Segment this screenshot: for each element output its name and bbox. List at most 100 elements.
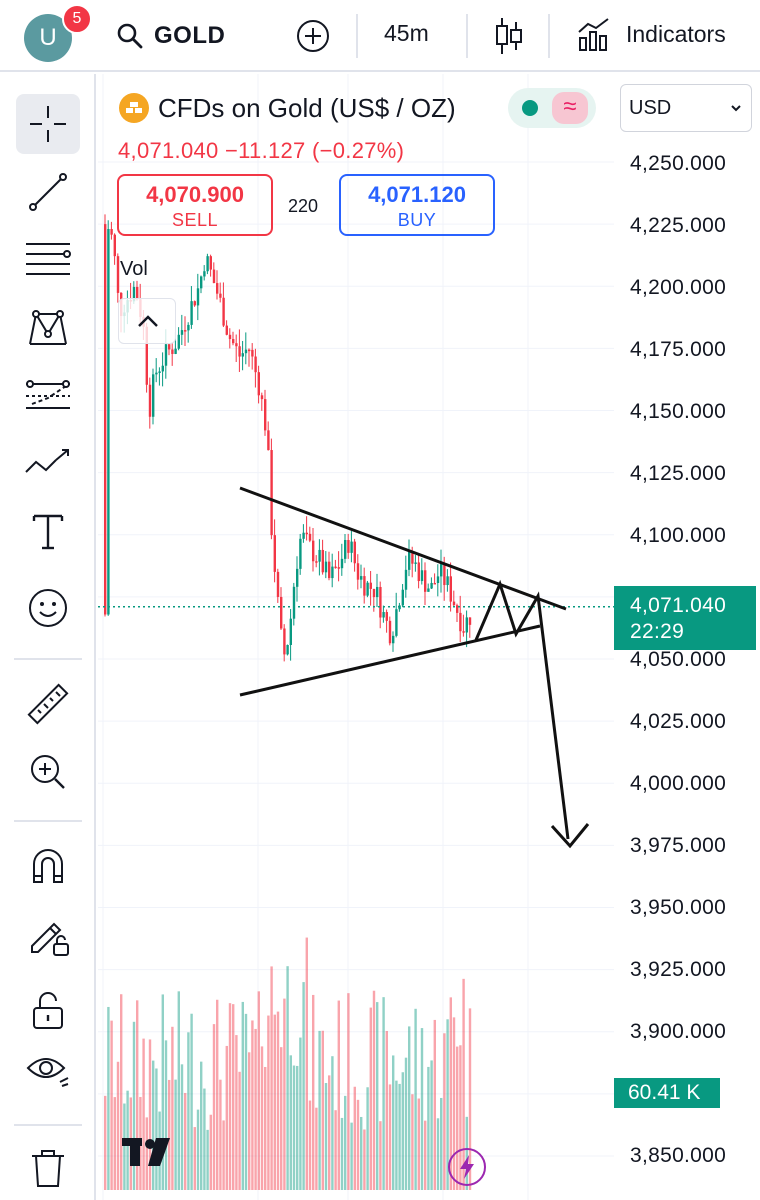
indicators-label: Indicators [626, 20, 726, 47]
candle-body [305, 532, 308, 535]
candle-body [417, 562, 420, 582]
emoji-tool[interactable] [16, 578, 80, 638]
prediction-tool[interactable] [16, 366, 80, 426]
pattern-tool[interactable] [16, 298, 80, 358]
forecast-tool[interactable] [16, 434, 80, 494]
candle-body [267, 430, 270, 451]
volume-bar [312, 994, 315, 1190]
candle-body [152, 374, 155, 417]
sell-button[interactable]: 4,070.900 SELL [117, 174, 273, 236]
magnet-tool[interactable] [16, 836, 80, 896]
volume-bar [427, 1066, 430, 1190]
search-icon [117, 23, 143, 49]
chart-area[interactable]: CFDs on Gold (US$ / OZ) ≈ 4,071.040 −11.… [98, 74, 760, 1200]
candle-body [190, 301, 193, 325]
remove-drawings-tool[interactable] [16, 1138, 80, 1198]
volume-legend[interactable]: Vol [120, 258, 148, 280]
volume-bar [152, 1060, 155, 1190]
volume-bar [260, 1046, 264, 1190]
candle-body [459, 612, 462, 632]
projection-path [474, 579, 570, 840]
volume-bar [347, 993, 350, 1190]
volume-bar [443, 1033, 446, 1190]
series-legend[interactable]: CFDs on Gold (US$ / OZ) [118, 92, 456, 124]
indicators-icon [578, 18, 609, 51]
volume-bar [385, 1030, 388, 1190]
crosshair-tool[interactable] [16, 94, 80, 154]
volume-bar [360, 1116, 363, 1190]
quick-actions-button[interactable] [448, 1148, 486, 1186]
volume-bar [340, 1117, 344, 1190]
magnet-icon [33, 849, 63, 883]
volume-bar [420, 1028, 424, 1190]
interval-button[interactable]: 45m [384, 20, 429, 46]
volume-bar [308, 1100, 312, 1190]
toolbar-divider [548, 14, 550, 58]
currency-select[interactable]: USD [620, 84, 752, 132]
volume-bar [171, 1026, 174, 1190]
buy-button[interactable]: 4,071.120 BUY [339, 174, 495, 236]
volume-bar [110, 1020, 113, 1190]
fib-retracement-tool[interactable] [16, 230, 80, 290]
triangle-lower-trendline [239, 624, 541, 697]
volume-bar [337, 1000, 340, 1190]
lock-drawing-tool[interactable] [16, 904, 80, 964]
candle-body [254, 356, 257, 373]
text-tool[interactable] [16, 502, 80, 562]
volume-bar [238, 1071, 241, 1190]
candle-body [216, 283, 219, 294]
candle-body [241, 353, 244, 357]
price-axis-label: 4,200.000 [630, 276, 727, 299]
symbol-search-button[interactable]: GOLD [116, 18, 225, 54]
candle-body [184, 330, 187, 332]
buy-label: BUY [397, 210, 437, 230]
candle-body [280, 596, 283, 629]
volume-bar [241, 1001, 244, 1190]
candle-body [244, 349, 248, 354]
trend-line-tool[interactable] [16, 162, 80, 222]
volume-bar [219, 1079, 222, 1190]
volume-bar [350, 1122, 353, 1190]
candle-body [110, 229, 113, 235]
tradingview-logo[interactable] [122, 1136, 180, 1168]
candle-body [443, 563, 446, 586]
volume-bar [372, 990, 376, 1190]
candle-body [353, 541, 356, 564]
eye-icon [26, 1058, 69, 1087]
volume-bar [456, 1046, 459, 1190]
collapse-legend-button[interactable] [118, 298, 176, 344]
unlock-icon [33, 992, 63, 1029]
candle-body [155, 372, 158, 375]
volume-bar [404, 1057, 408, 1190]
volume-bar [104, 1095, 107, 1190]
market-status-toggle[interactable]: ≈ [508, 88, 596, 128]
candle-body [187, 324, 190, 331]
candle-body [132, 286, 136, 302]
candle-body [212, 269, 216, 284]
candle-body [395, 609, 398, 636]
candle-body [408, 551, 411, 570]
candle-body [436, 576, 440, 584]
candle-body [468, 617, 472, 625]
zoom-in-tool[interactable] [16, 742, 80, 802]
buy-price: 4,071.120 [368, 182, 466, 207]
volume-bar [145, 1117, 148, 1190]
hide-drawings-tool[interactable] [16, 1040, 80, 1100]
volume-bar [148, 1039, 152, 1190]
candle-body [270, 450, 273, 536]
measure-tool[interactable] [16, 674, 80, 734]
chart-type-candles-icon[interactable] [494, 16, 524, 56]
volume-bar [216, 999, 219, 1190]
volume-bar [254, 1028, 257, 1190]
volume-bar [436, 1118, 440, 1190]
volume-bar [408, 1026, 411, 1190]
volume-bar [280, 1047, 283, 1190]
volume-bar [430, 1060, 433, 1190]
candle-body [248, 349, 251, 352]
candle-body [440, 563, 443, 577]
compare-add-icon[interactable] [296, 19, 330, 53]
indicators-button[interactable]: Indicators [576, 16, 726, 52]
lock-all-tool[interactable] [16, 980, 80, 1040]
triangle-upper-trendline [239, 486, 567, 611]
volume-bar [123, 1103, 126, 1190]
